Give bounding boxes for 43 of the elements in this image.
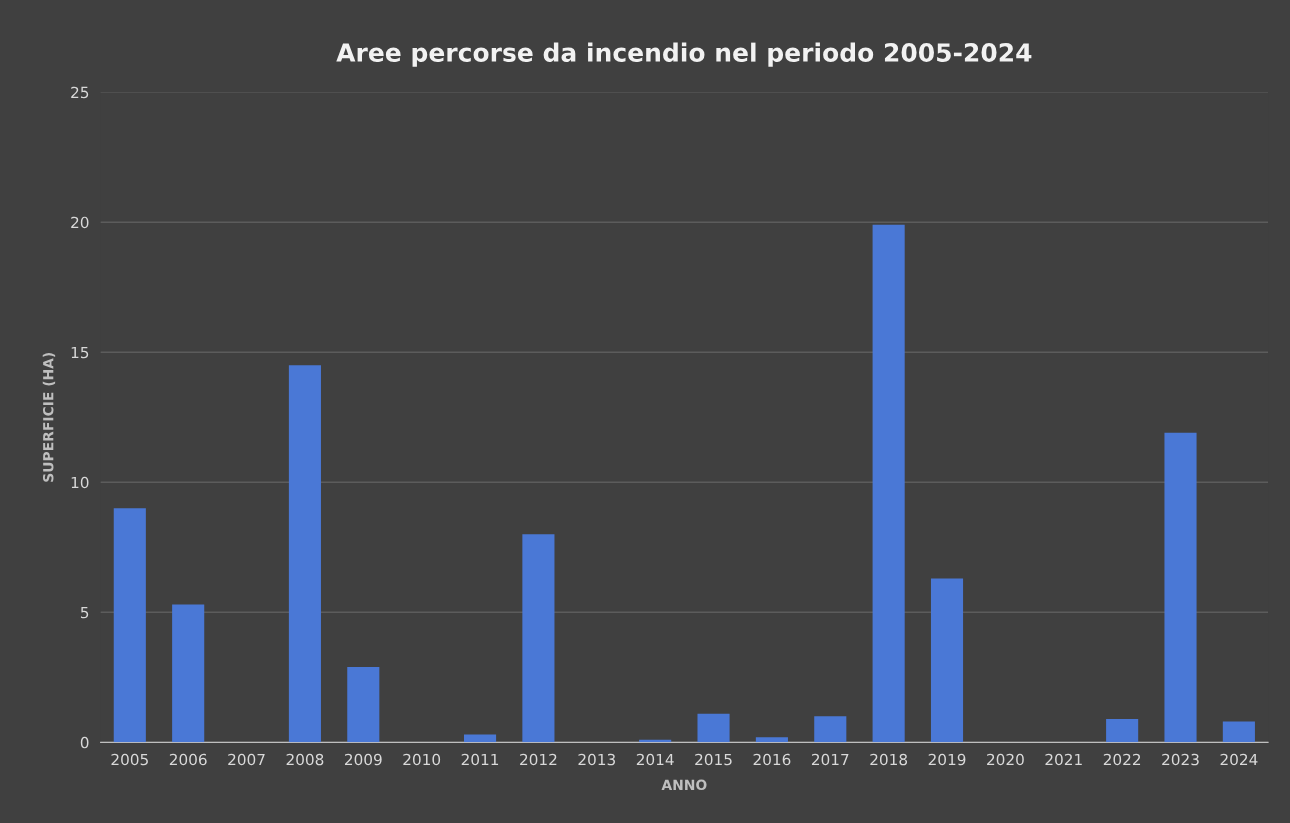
bar: [755, 737, 788, 743]
x-tick-label: 2023: [1162, 753, 1199, 766]
y-axis-title: SUPERFICIE (HA): [42, 352, 56, 482]
x-tick-label: 2016: [753, 753, 791, 766]
x-tick-label: 2009: [344, 753, 382, 766]
bar: [697, 713, 730, 743]
x-tick-label: 2006: [169, 753, 207, 766]
x-tick-label: 2024: [1220, 753, 1258, 766]
x-tick-label: 2014: [636, 753, 674, 766]
bar: [1164, 432, 1197, 743]
bar: [288, 365, 321, 743]
x-axis-title: ANNO: [661, 779, 707, 791]
x-tick-label: 2007: [228, 753, 265, 766]
bar: [872, 224, 905, 743]
x-tick-label: 2012: [520, 753, 557, 766]
bar: [522, 534, 555, 743]
y-tick-label: 0: [80, 736, 89, 749]
y-tick-label: 10: [71, 476, 89, 489]
x-tick-label: 2005: [111, 753, 148, 766]
bar: [172, 604, 205, 743]
x-tick-label: 2018: [870, 753, 908, 766]
y-tick-label: 20: [71, 216, 89, 229]
bar: [463, 734, 497, 743]
x-tick-label: 2013: [578, 753, 615, 766]
bar: [1222, 721, 1255, 743]
x-tick-label: 2008: [286, 753, 324, 766]
y-tick-label: 15: [71, 346, 89, 359]
x-tick-label: 2015: [695, 753, 732, 766]
x-tick-label: 2017: [811, 753, 849, 766]
bar: [814, 716, 847, 743]
chart-title: Aree percorse da incendio nel periodo 2005-2024: [336, 42, 1032, 67]
bar: [347, 666, 380, 743]
x-tick-label: 2020: [987, 753, 1024, 766]
x-tick-label: 2021: [1045, 753, 1082, 766]
x-tick-label: 2011: [461, 753, 499, 766]
x-tick-label: 2010: [403, 753, 441, 766]
x-tick-label: 2019: [928, 753, 966, 766]
y-tick-label: 5: [80, 606, 89, 619]
x-tick-label: 2022: [1103, 753, 1141, 766]
bar: [930, 578, 964, 743]
y-tick-label: 25: [71, 86, 89, 99]
bar: [1106, 718, 1139, 743]
bar: [113, 508, 146, 743]
